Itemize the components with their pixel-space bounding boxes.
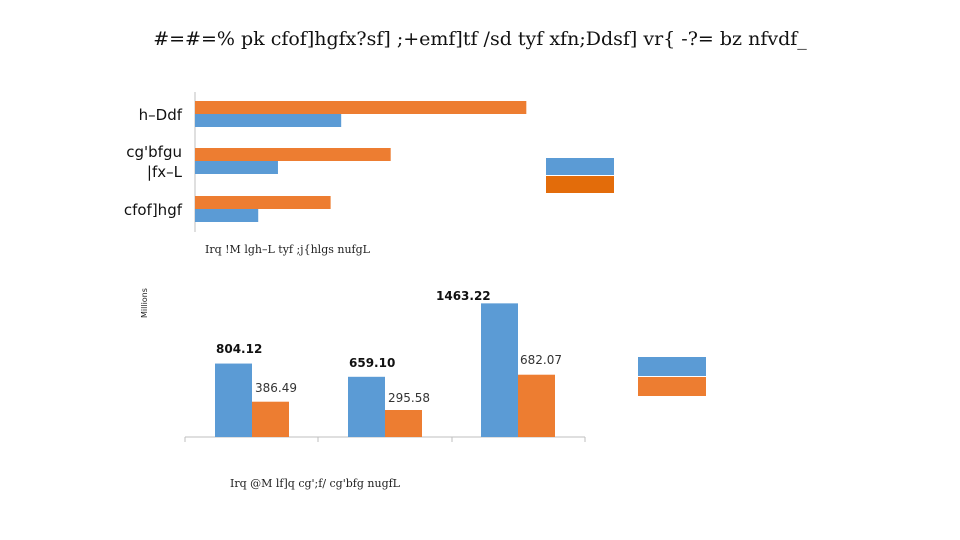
chart-1-bar-agreement (195, 196, 331, 209)
chart-2-bar-spent (385, 410, 422, 437)
chart-2-data-label: 295.58 (388, 391, 430, 405)
chart-2-bar-spent (518, 374, 555, 437)
chart-1-category-label: cg'bfgu |fx–L (126, 143, 182, 181)
chart-2-bar-spent (252, 401, 289, 437)
chart-2-bar-agreement (215, 363, 252, 437)
chart-1-legend-swatch (546, 176, 614, 193)
chart-2-legend-swatch (638, 357, 706, 376)
chart-2-caption: Irq @M lf]q cg';f/ cg'bfg nugfL (230, 477, 401, 490)
chart-1-bar-spent (195, 161, 278, 174)
chart-2-data-label: 386.49 (255, 381, 297, 395)
chart-2-data-label: 659.10 (349, 356, 395, 370)
chart-1-bar-agreement (195, 101, 527, 114)
chart-2-data-label: 804.12 (216, 342, 262, 356)
chart-2-legend (638, 357, 706, 396)
chart-2-bar-agreement (348, 376, 385, 437)
chart-1-legend-swatch (546, 158, 614, 175)
chart-1-category-label: cfof]hgf (124, 201, 183, 219)
chart-1-bar-spent (195, 114, 342, 127)
slide-title: #=#=% pk cfof]hgfx?sf] ;+emf]tf /sd tyf … (153, 28, 807, 50)
chart-2-legend-swatch (638, 377, 706, 396)
chart-2-column: Millions 804.12 659.10 1463.22 386.49 295.58… (140, 288, 706, 490)
chart-1-bar-spent (195, 209, 259, 222)
chart-2-unit-label: Millions (140, 288, 149, 318)
chart-2-data-label: 1463.22 (436, 289, 491, 303)
chart-2-bar-agreement (481, 303, 518, 437)
chart-1-horizontal-bar: h–Ddf cg'bfgu |fx–L cfof]hgf Irq !M lgh–L t… (124, 92, 614, 256)
chart-1-legend (546, 158, 614, 193)
chart-1-bar-agreement (195, 148, 391, 161)
chart-2-data-label: 682.07 (520, 353, 562, 367)
chart-1-category-label: h–Ddf (139, 106, 183, 124)
chart-1-caption: Irq !M lgh–L tyf ;j{hlgs nufgL (205, 243, 371, 256)
